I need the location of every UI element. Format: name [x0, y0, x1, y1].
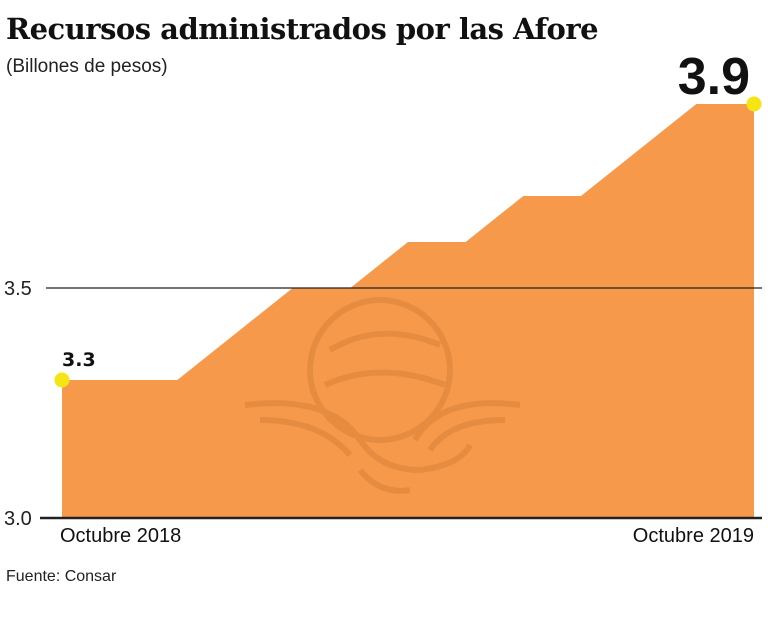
data-point-marker [54, 372, 70, 388]
x-axis-label: Octubre 2019 [633, 525, 754, 547]
data-label: 3.3 [62, 349, 96, 371]
area-series [62, 104, 754, 518]
y-tick-label: 3.5 [4, 278, 32, 300]
chart-title: Recursos administrados por las Afore [6, 12, 599, 46]
eagle-seal-icon [244, 297, 521, 494]
data-label: 3.9 [678, 48, 750, 106]
x-axis-label: Octubre 2018 [60, 525, 181, 547]
y-tick-label: 3.0 [4, 508, 32, 530]
data-point-marker [746, 96, 762, 112]
chart-subtitle: (Billones de pesos) [6, 56, 168, 77]
source-note: Fuente: Consar [6, 568, 117, 585]
